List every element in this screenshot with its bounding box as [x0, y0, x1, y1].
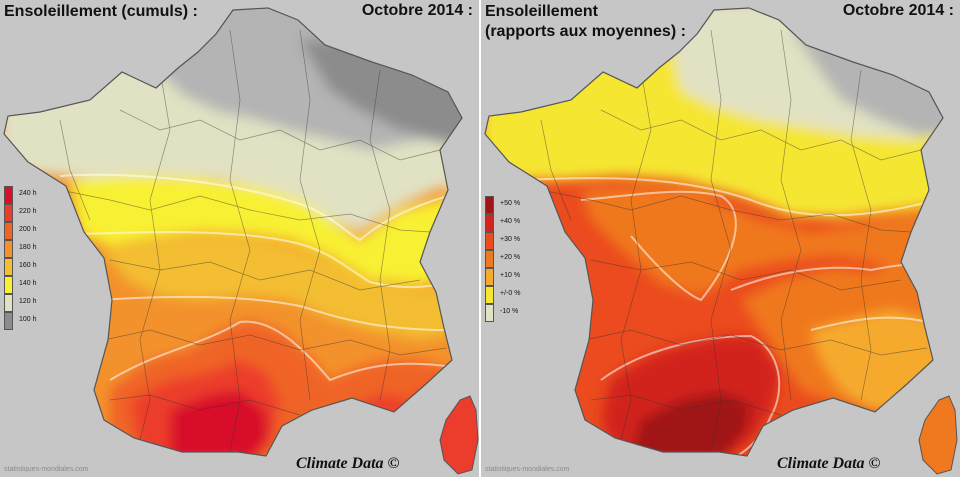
source-watermark: statistiques-mondiales.com: [485, 466, 570, 473]
legend-label: 140 h: [19, 280, 37, 287]
legend-label: -10 %: [500, 308, 519, 315]
panel-divider: [479, 0, 481, 477]
legend-label: +20 %: [500, 254, 521, 261]
legend-label: 160 h: [19, 262, 37, 269]
legend-label: 180 h: [19, 244, 37, 251]
legend-swatch: [485, 214, 494, 232]
legend-swatch: [4, 204, 13, 222]
legend-label: +/-0 %: [500, 290, 521, 297]
legend-swatch: [485, 304, 494, 322]
legend-swatch: [485, 232, 494, 250]
map-date: Octobre 2014 :: [361, 2, 473, 19]
legend-swatch: [4, 294, 13, 312]
credit-label: Climate Data ©: [777, 455, 881, 472]
legend-label: 100 h: [19, 316, 37, 323]
legend-label: 120 h: [19, 298, 37, 305]
legend-label: +50 %: [500, 200, 521, 207]
legend-label: +40 %: [500, 218, 521, 225]
corsica-island: [439, 395, 479, 475]
legend-label: +30 %: [500, 236, 521, 243]
source-watermark: statistiques-mondiales.com: [4, 466, 89, 473]
legend-swatch: [485, 286, 494, 304]
legend-swatch: [4, 312, 13, 330]
legend-swatch: [4, 276, 13, 294]
legend-swatch: [4, 186, 13, 204]
legend-swatch: [4, 258, 13, 276]
legend-label: +10 %: [500, 272, 521, 279]
legend-swatch: [4, 240, 13, 258]
legend-label: 220 h: [19, 208, 37, 215]
map-title-line1: Ensoleillement: [485, 3, 598, 20]
legend-swatch: [485, 268, 494, 286]
map-title-line2: (rapports aux moyennes) :: [485, 23, 686, 40]
map-france-cumuls: [3, 7, 479, 475]
map-france-ratios: [484, 7, 958, 475]
legend-swatch: [4, 222, 13, 240]
map-panel-cumuls: Ensoleillement (cumuls) : Octobre 2014 :…: [0, 0, 479, 477]
legend-label: 200 h: [19, 226, 37, 233]
map-date: Octobre 2014 :: [842, 2, 954, 19]
map-title: Ensoleillement (cumuls) :: [4, 3, 198, 20]
legend-swatch: [485, 250, 494, 268]
legend-swatch: [485, 196, 494, 214]
map-panel-ratios: Ensoleillement (rapports aux moyennes) :…: [481, 0, 960, 477]
corsica-island: [918, 395, 958, 475]
legend-label: 240 h: [19, 190, 37, 197]
credit-label: Climate Data ©: [296, 455, 400, 472]
